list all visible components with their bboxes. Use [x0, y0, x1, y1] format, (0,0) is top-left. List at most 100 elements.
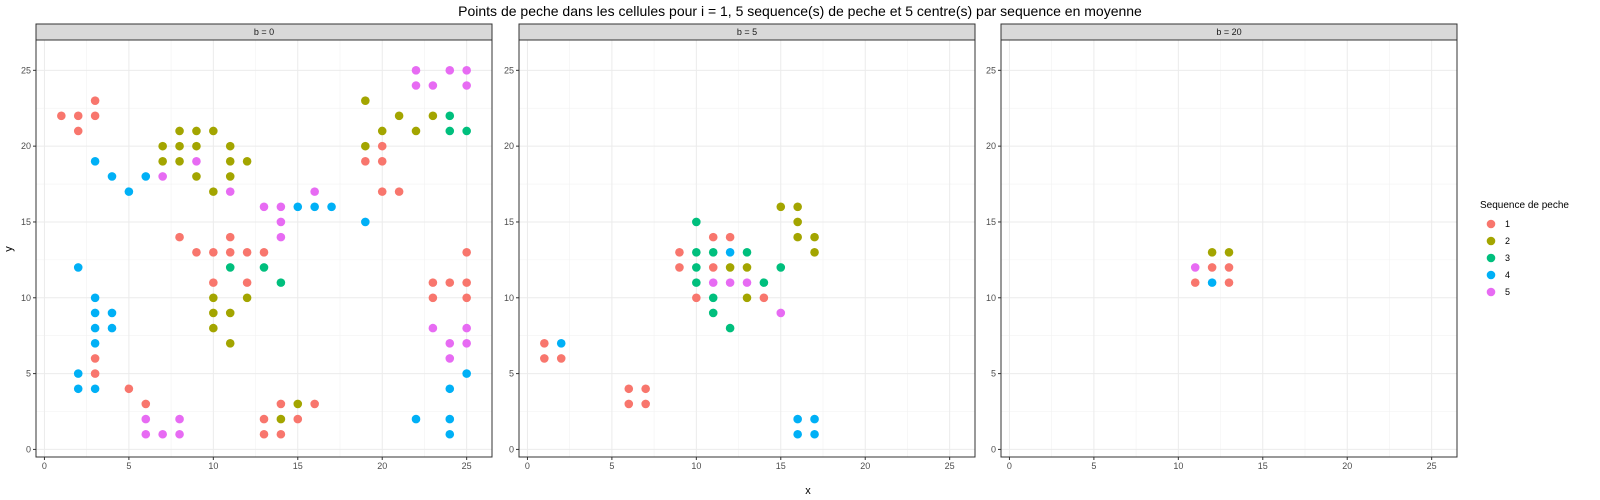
series-4: [556, 247, 819, 439]
data-point: [90, 384, 100, 394]
panel-border: [518, 39, 976, 458]
data-point: [445, 354, 455, 363]
data-point: [276, 232, 286, 242]
x-tick-label: 0: [42, 461, 47, 471]
data-point: [225, 232, 235, 242]
data-point: [242, 247, 252, 257]
y-tick-label: 5: [509, 369, 514, 379]
y-tick-label: 25: [21, 65, 31, 75]
data-point: [411, 81, 421, 90]
data-point: [462, 369, 471, 378]
x-axis-label: x: [805, 485, 811, 497]
series-5: [141, 66, 471, 439]
data-point: [394, 111, 404, 121]
data-point: [1207, 263, 1217, 272]
y-tick-label: 15: [986, 217, 996, 227]
data-point: [462, 293, 471, 303]
data-point: [708, 263, 718, 272]
y-tick-label: 0: [509, 444, 514, 454]
facet-strip-label: b = 5: [737, 27, 757, 37]
data-point: [793, 217, 802, 227]
legend-key-5: [1486, 287, 1496, 297]
data-point: [209, 308, 218, 318]
data-point: [276, 414, 286, 424]
series-2: [1207, 247, 1234, 257]
data-point: [793, 232, 802, 242]
facet-panel-1: b = 0 0 5 10 15 20 25 0 5 10 15 20 25: [21, 23, 493, 471]
series-3: [692, 217, 786, 333]
x-tick-label: 20: [860, 461, 870, 471]
data-point: [692, 247, 701, 257]
data-point: [428, 293, 438, 303]
data-point: [107, 323, 117, 333]
data-point: [675, 263, 684, 272]
legend-key-2: [1486, 236, 1496, 246]
data-point: [141, 399, 151, 409]
data-point: [90, 111, 100, 121]
data-point: [1224, 247, 1234, 257]
data-point: [725, 247, 735, 257]
x-tick-label: 25: [945, 461, 955, 471]
data-point: [141, 429, 151, 439]
legend: Sequence de peche 1 2 3 4 5: [1480, 200, 1569, 297]
data-point: [175, 126, 184, 136]
data-point: [428, 323, 438, 333]
y-tick-label: 20: [504, 141, 514, 151]
x-tick-label: 15: [293, 461, 303, 471]
data-point: [361, 217, 370, 227]
x-tick-label: 5: [126, 461, 131, 471]
data-point: [90, 157, 100, 166]
data-point: [293, 202, 303, 212]
legend-key-1: [1486, 219, 1496, 229]
data-point: [175, 157, 184, 166]
legend-key-3: [1486, 253, 1496, 263]
data-point: [90, 369, 100, 378]
data-point: [462, 66, 471, 75]
data-point: [310, 399, 319, 409]
y-tick-label: 10: [504, 293, 514, 303]
data-point: [641, 399, 650, 409]
facet-strip-label: b = 0: [254, 27, 274, 37]
data-point: [225, 247, 235, 257]
x-tick-label: 15: [1258, 461, 1268, 471]
x-tick-label: 5: [609, 461, 614, 471]
data-point: [742, 293, 752, 303]
data-point: [692, 278, 701, 287]
data-point: [361, 141, 370, 151]
x-tick-label: 10: [1173, 461, 1183, 471]
data-point: [776, 308, 786, 318]
data-point: [411, 414, 421, 424]
data-point: [1207, 278, 1217, 287]
series-1: [540, 232, 769, 409]
data-point: [276, 278, 286, 287]
data-point: [242, 293, 252, 303]
data-point: [692, 263, 701, 272]
legend-title: Sequence de peche: [1480, 200, 1569, 211]
data-point: [793, 414, 802, 424]
data-point: [209, 187, 218, 196]
data-point: [259, 263, 269, 272]
legend-label-1: 1: [1505, 219, 1510, 229]
data-point: [209, 278, 218, 287]
series-5: [708, 278, 786, 318]
data-point: [411, 126, 421, 136]
legend-label-5: 5: [1505, 287, 1510, 297]
data-point: [641, 384, 650, 394]
facet-panel-3: b = 20 0 5 10 15 20 25 0 5 10 15 20 25: [986, 23, 1458, 471]
data-point: [776, 263, 786, 272]
data-point: [462, 338, 471, 348]
data-point: [725, 278, 735, 287]
y-axis-label: y: [3, 246, 15, 252]
data-point: [175, 232, 184, 242]
data-point: [124, 384, 134, 394]
data-point: [540, 354, 549, 363]
data-point: [675, 247, 684, 257]
data-point: [428, 111, 438, 121]
data-point: [107, 172, 117, 181]
data-point: [209, 323, 218, 333]
x-tick-label: 25: [1427, 461, 1437, 471]
data-point: [428, 81, 438, 90]
data-point: [310, 187, 319, 196]
data-point: [192, 157, 201, 166]
y-tick-label: 15: [504, 217, 514, 227]
